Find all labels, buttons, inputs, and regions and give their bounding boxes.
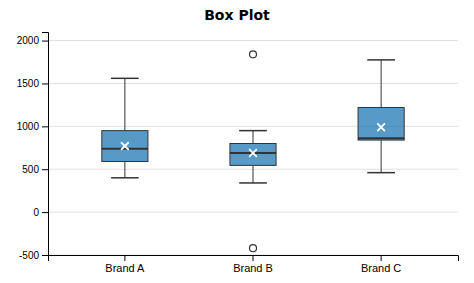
grid-line	[48, 40, 458, 41]
whisker-cap-low	[239, 182, 267, 184]
grid	[48, 41, 458, 255]
whisker-cap-high	[111, 78, 139, 80]
y-tick-mark	[42, 41, 48, 42]
y-tick: 500	[22, 164, 48, 175]
whisker-cap-high	[239, 130, 267, 132]
whisker-high	[253, 131, 254, 144]
box	[358, 107, 404, 140]
y-axis-line	[42, 33, 49, 256]
y-tick-mark	[42, 255, 48, 256]
y-tick-mark	[42, 126, 48, 127]
x-tick-label: Brand B	[233, 262, 273, 274]
y-tick: 2000	[17, 35, 48, 46]
whisker-high	[124, 78, 125, 130]
box	[102, 131, 148, 162]
plot: -5000500100015002000Brand ABrand BBrand …	[17, 33, 459, 274]
whisker-low	[381, 140, 382, 173]
y-tick: 1500	[17, 78, 48, 89]
mean	[121, 142, 129, 150]
y-tick-label: 2000	[17, 35, 40, 46]
box-group	[102, 78, 148, 177]
whisker-cap-low	[367, 172, 395, 174]
title: Box Plot	[204, 7, 270, 23]
y-axis: -500 0 500 1000 1500 2000	[17, 33, 49, 261]
median	[102, 148, 148, 150]
y-tick-mark	[42, 169, 48, 170]
y-tick-label: 500	[22, 164, 39, 175]
chart: Box Plot-5000500100015002000Brand ABrand…	[0, 0, 474, 283]
y-tick: 1000	[17, 121, 48, 132]
box-group	[358, 60, 404, 173]
whisker-high	[381, 60, 382, 108]
box-group	[230, 51, 276, 252]
x-tick-label: Brand A	[105, 262, 145, 274]
whisker-cap-low	[111, 177, 139, 179]
x-tick-mark	[124, 255, 125, 261]
x-tick: Brand C	[361, 255, 401, 274]
mean	[249, 149, 257, 157]
y-tick-mark	[42, 212, 48, 213]
y-tick-label: 1000	[17, 121, 40, 132]
boxes	[102, 51, 404, 252]
x-tick-mark	[253, 255, 254, 261]
box	[230, 144, 276, 166]
grid-line	[48, 212, 458, 213]
x-axis: Brand A Brand B Brand C	[49, 255, 459, 274]
grid-line	[48, 83, 458, 84]
x-axis-line	[49, 256, 459, 262]
y-tick-label: -500	[19, 250, 39, 261]
whisker-low	[124, 162, 125, 178]
outlier	[250, 51, 257, 58]
y-tick-mark	[42, 83, 48, 84]
x-tick-label: Brand C	[361, 262, 401, 274]
y-tick-label: 1500	[17, 78, 40, 89]
y-tick: 0	[33, 207, 48, 218]
outlier	[250, 245, 257, 252]
y-tick: -500	[19, 250, 48, 261]
x-tick: Brand B	[233, 255, 273, 274]
whisker-cap-high	[367, 59, 395, 61]
y-tick-label: 0	[33, 207, 39, 218]
mean	[377, 123, 385, 131]
x-tick-mark	[381, 255, 382, 261]
whisker-low	[253, 165, 254, 183]
median	[358, 137, 404, 139]
x-tick: Brand A	[105, 255, 145, 274]
